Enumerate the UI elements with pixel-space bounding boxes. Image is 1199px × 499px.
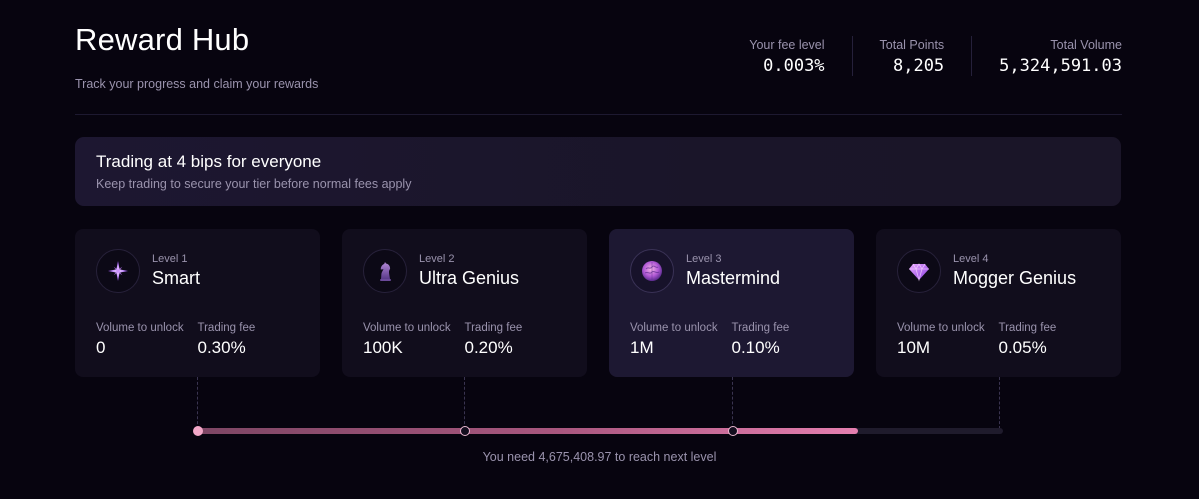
stat-fee-level: Your fee level 0.003% — [749, 36, 824, 76]
banner-subtitle: Keep trading to secure your tier before … — [96, 177, 412, 191]
stat-value: 0.003% — [763, 56, 825, 76]
level-connector — [999, 377, 1000, 429]
level-number: Level 2 — [419, 253, 455, 265]
fee-value: 0.20% — [464, 338, 513, 357]
volume-value: 1M — [630, 338, 654, 357]
level-number: Level 1 — [152, 253, 188, 265]
volume-label: Volume to unlock — [630, 322, 718, 334]
level-card-stats: Volume to unlock 100K Trading fee 0.20% — [363, 322, 566, 358]
stat-label: Total Volume — [1050, 38, 1122, 52]
level-name: Smart — [152, 268, 201, 288]
stats-summary: Your fee level 0.003% Total Points 8,205… — [749, 36, 1122, 76]
level-name: Mastermind — [686, 268, 781, 288]
volume-value: 10M — [897, 338, 931, 357]
level-connector — [464, 377, 465, 429]
stat-label: Your fee level — [749, 38, 825, 52]
progress-node — [460, 426, 470, 436]
brain-orb-icon — [630, 249, 674, 293]
level-name: Mogger Genius — [953, 268, 1077, 288]
header-divider — [75, 114, 1122, 115]
level-cards: Level 1 Smart Volume to unlock 0 Trading… — [75, 229, 1121, 377]
stat-divider — [971, 36, 973, 76]
progress-node — [728, 426, 738, 436]
promo-banner: Trading at 4 bips for everyone Keep trad… — [75, 137, 1121, 206]
level-card-header: Level 3 Mastermind — [630, 249, 833, 293]
stat-value: 8,205 — [892, 56, 945, 76]
page-subtitle: Track your progress and claim your rewar… — [75, 77, 319, 91]
level-card-header: Level 2 Ultra Genius — [363, 249, 566, 293]
volume-value: 100K — [363, 338, 403, 357]
fee-label: Trading fee — [998, 322, 1057, 334]
chess-knight-icon — [363, 249, 407, 293]
fee-value: 0.10% — [731, 338, 780, 357]
banner-title: Trading at 4 bips for everyone — [96, 152, 322, 171]
progress-track — [197, 428, 1003, 434]
stat-divider — [851, 36, 853, 76]
fee-value: 0.05% — [998, 338, 1047, 357]
progress-node — [193, 426, 203, 436]
stat-total-volume: Total Volume 5,324,591.03 — [999, 36, 1122, 76]
progress-fill — [197, 428, 858, 434]
volume-label: Volume to unlock — [897, 322, 985, 334]
level-card-stats: Volume to unlock 1M Trading fee 0.10% — [630, 322, 833, 358]
stat-label: Total Points — [879, 38, 945, 52]
stat-value: 5,324,591.03 — [999, 56, 1122, 76]
level-connector — [732, 377, 733, 429]
level-card-3[interactable]: Level 3 Mastermind Volume to unlock 1M T… — [609, 229, 854, 377]
level-card-2[interactable]: Level 2 Ultra Genius Volume to unlock 10… — [342, 229, 587, 377]
diamond-icon — [897, 249, 941, 293]
page-title: Reward Hub — [75, 22, 250, 57]
level-card-stats: Volume to unlock 0 Trading fee 0.30% — [96, 322, 299, 358]
fee-value: 0.30% — [197, 338, 246, 357]
level-connector — [197, 377, 198, 429]
stat-total-points: Total Points 8,205 — [880, 36, 945, 76]
level-card-1[interactable]: Level 1 Smart Volume to unlock 0 Trading… — [75, 229, 320, 377]
level-name: Ultra Genius — [419, 268, 520, 288]
level-card-4[interactable]: Level 4 Mogger Genius Volume to unlock 1… — [876, 229, 1121, 377]
volume-label: Volume to unlock — [96, 322, 184, 334]
level-card-header: Level 1 Smart — [96, 249, 299, 293]
fee-label: Trading fee — [464, 322, 523, 334]
level-card-stats: Volume to unlock 10M Trading fee 0.05% — [897, 322, 1100, 358]
sparkle-star-icon — [96, 249, 140, 293]
next-level-message: You need 4,675,408.97 to reach next leve… — [482, 450, 717, 464]
level-card-header: Level 4 Mogger Genius — [897, 249, 1100, 293]
volume-label: Volume to unlock — [363, 322, 451, 334]
fee-label: Trading fee — [731, 322, 790, 334]
level-number: Level 3 — [686, 253, 722, 265]
volume-value: 0 — [96, 338, 106, 357]
fee-label: Trading fee — [197, 322, 256, 334]
level-number: Level 4 — [953, 253, 989, 265]
